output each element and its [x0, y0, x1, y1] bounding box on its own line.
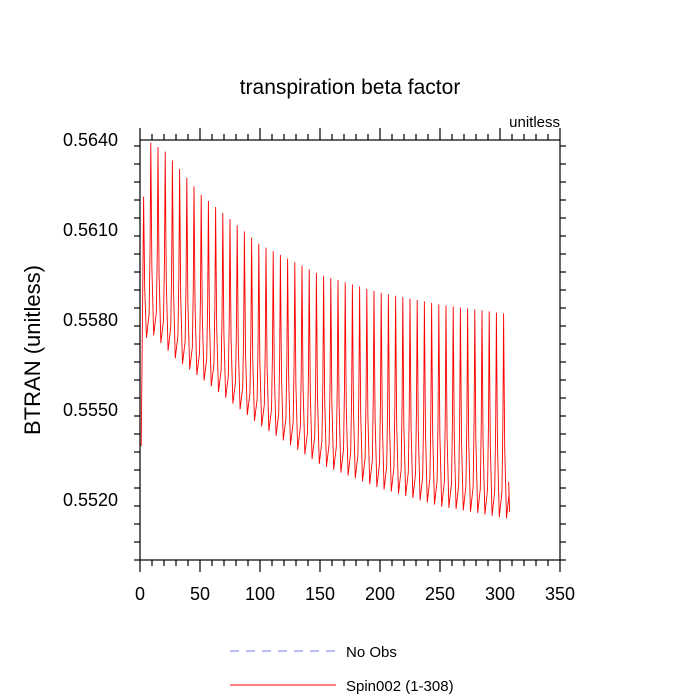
series-line-spin002	[140, 142, 511, 519]
x-tick-label: 200	[365, 584, 395, 604]
y-axis-label: BTRAN (unitless)	[20, 265, 45, 435]
x-tick-label: 100	[245, 584, 275, 604]
units-label: unitless	[509, 114, 560, 131]
axis-ticks	[134, 128, 566, 572]
legend-label-spin002: Spin002 (1-308)	[346, 678, 454, 695]
y-tick-label: 0.5580	[63, 310, 118, 330]
plot-frame	[139, 139, 561, 561]
x-tick-label: 250	[425, 584, 455, 604]
x-tick-label: 0	[135, 584, 145, 604]
y-tick-label: 0.5610	[63, 220, 118, 240]
plot-area	[140, 142, 511, 519]
chart-title: transpiration beta factor	[240, 76, 461, 99]
legend: No Obs Spin002 (1-308)	[230, 644, 454, 695]
y-tick-label: 0.5550	[63, 400, 118, 420]
y-tick-label: 0.5520	[63, 490, 118, 510]
x-tick-label: 350	[545, 584, 575, 604]
x-tick-label: 150	[305, 584, 335, 604]
legend-label-no-obs: No Obs	[346, 644, 397, 661]
y-tick-labels: 0.5640 0.5610 0.5580 0.5550 0.5520	[63, 130, 118, 510]
x-tick-label: 50	[190, 584, 210, 604]
y-tick-label: 0.5640	[63, 130, 118, 150]
x-tick-labels: 0 50 100 150 200 250 300 350	[135, 584, 575, 604]
x-tick-label: 300	[485, 584, 515, 604]
